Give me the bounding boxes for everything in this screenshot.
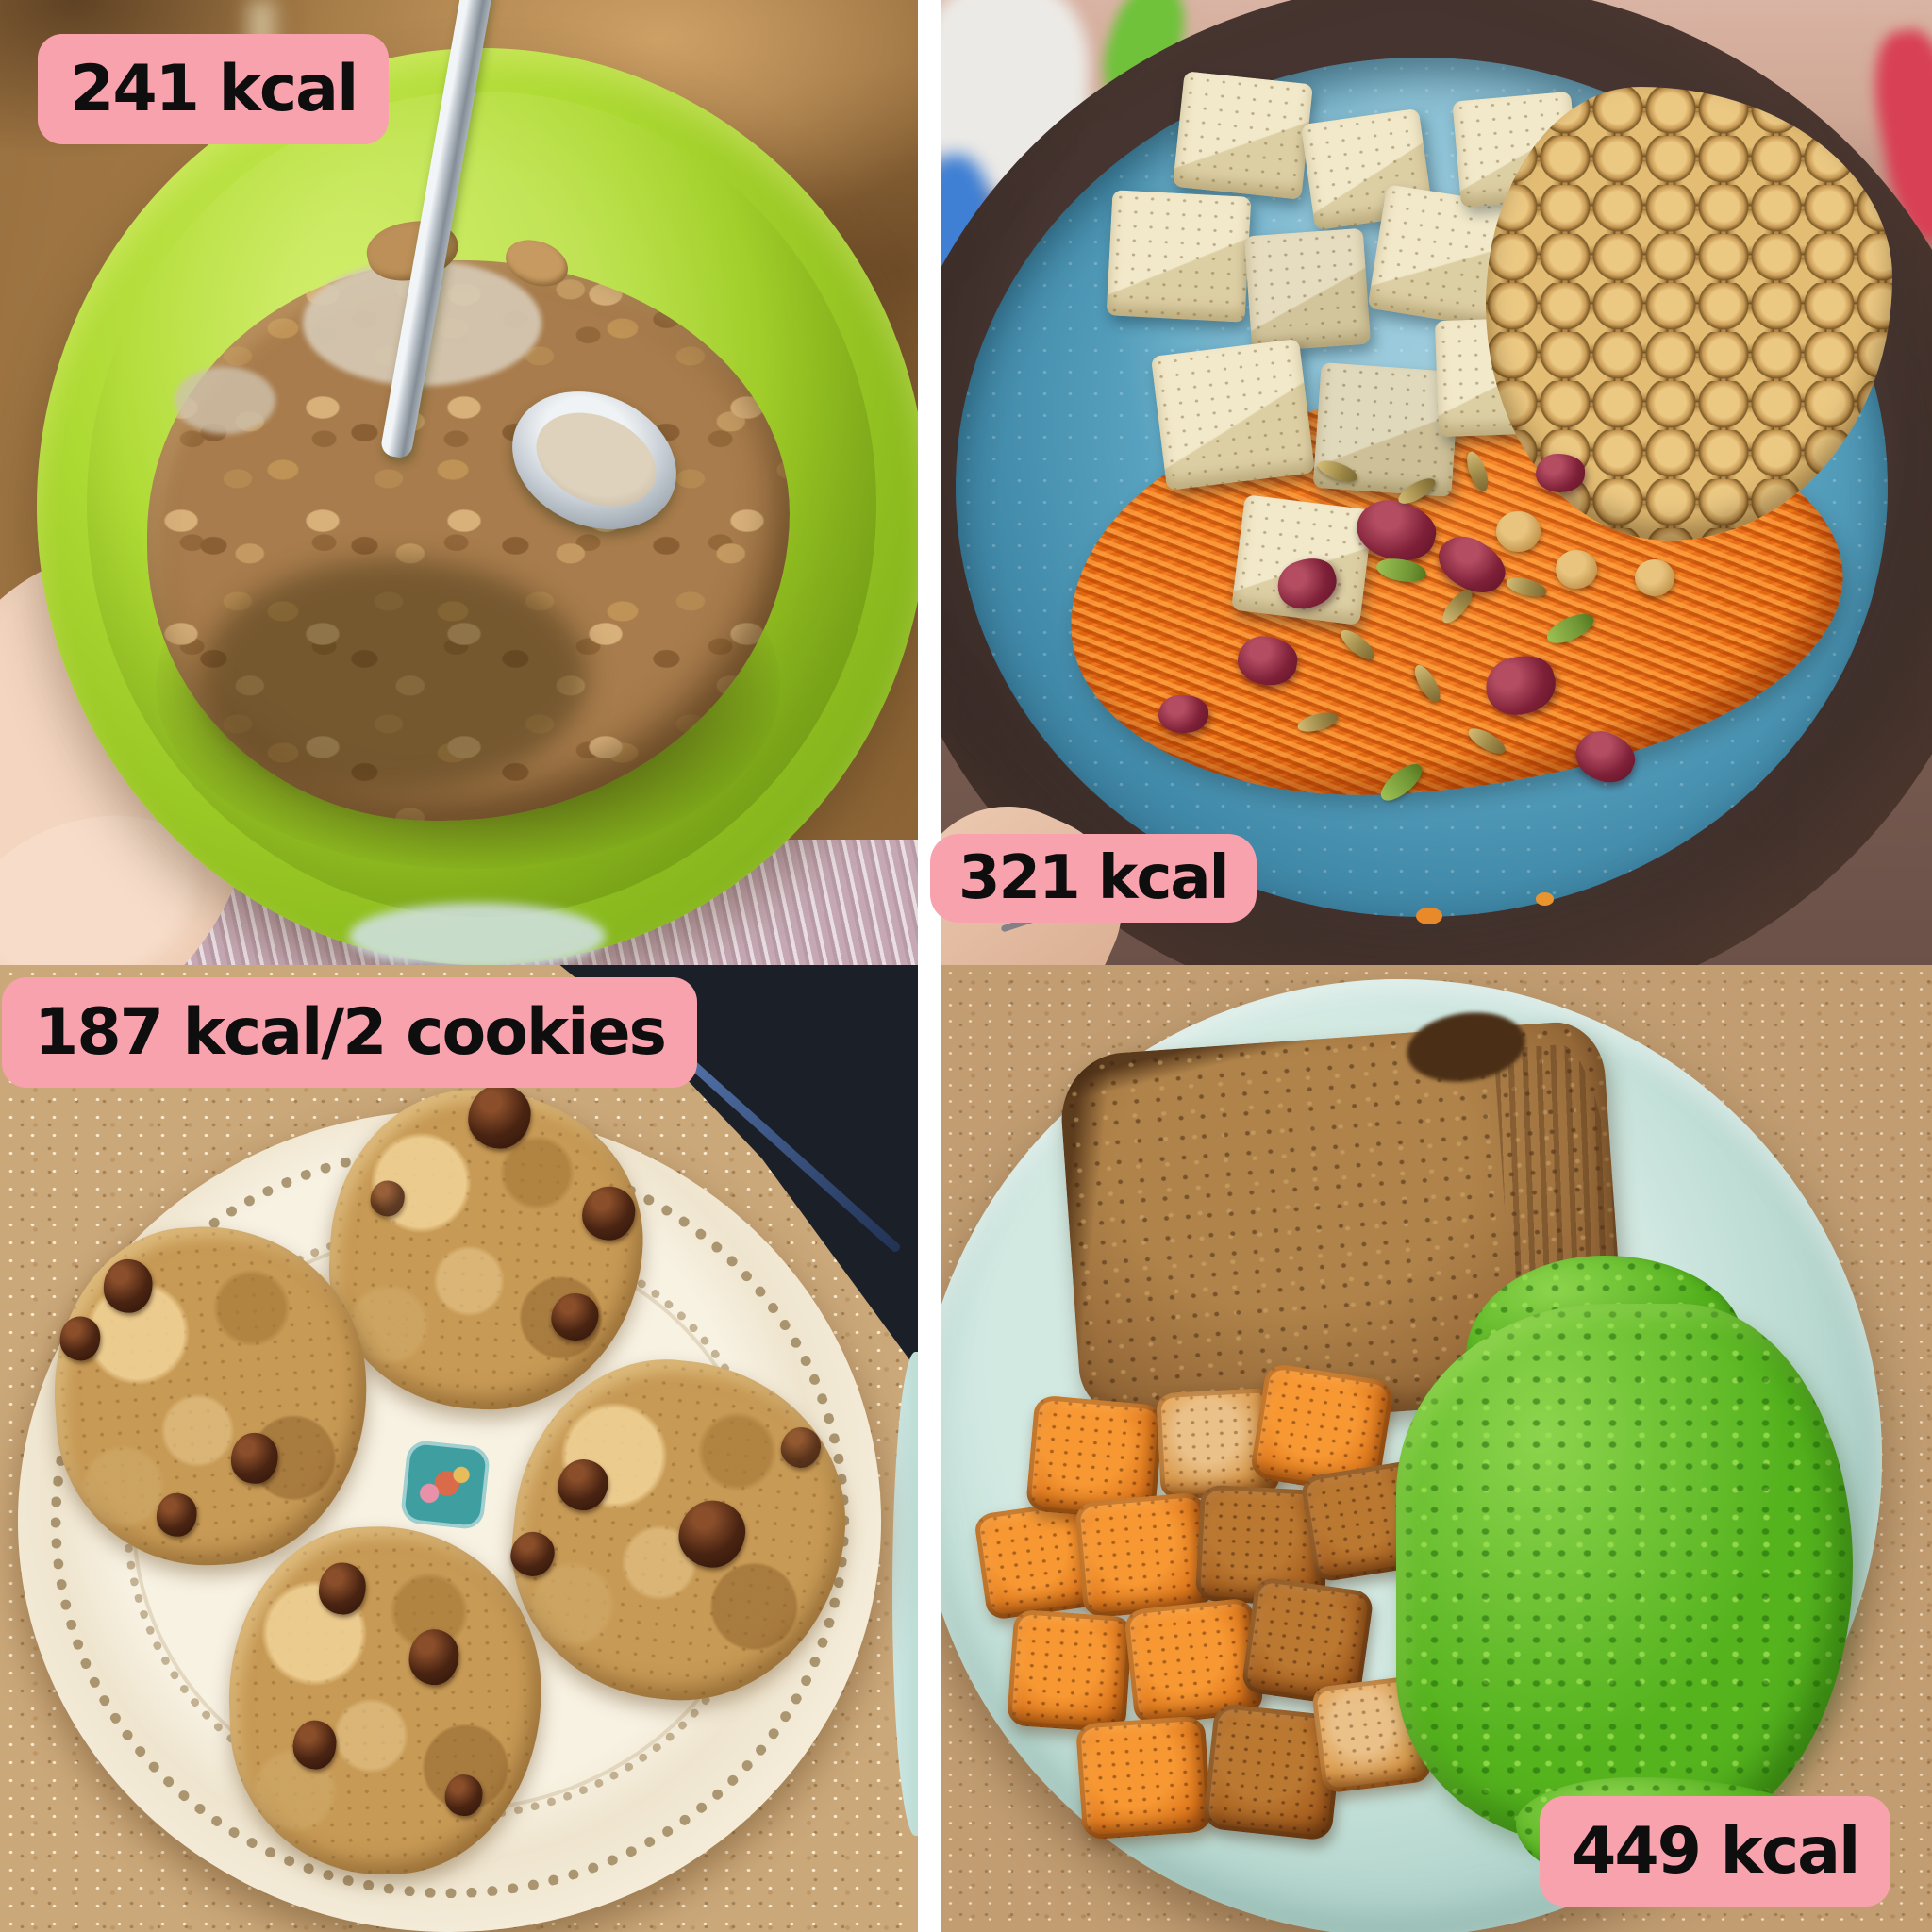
calorie-label-cereal: 241 kcal <box>38 34 390 144</box>
photo-cereal-bowl <box>0 0 918 965</box>
dried-cranberry <box>1535 453 1586 492</box>
bowl-base-reflection <box>348 902 607 965</box>
calorie-label-text: 321 kcal <box>958 843 1229 913</box>
chocolate-chip <box>408 1627 460 1686</box>
blue-bowl-edge <box>891 1352 918 1836</box>
tofu-cube <box>1173 71 1313 200</box>
chocolate-chip <box>508 1530 557 1579</box>
sweet-potato-cube <box>1075 1714 1212 1840</box>
calorie-label-text: 187 kcal/2 cookies <box>34 995 667 1070</box>
chocolate-chip <box>155 1491 199 1539</box>
tofu-cube <box>1106 189 1252 323</box>
sweet-potato-cube <box>1074 1491 1213 1619</box>
chocolate-chip <box>229 1431 280 1486</box>
chocolate-chip <box>369 1180 406 1218</box>
chocolate-chip <box>58 1314 103 1362</box>
chickpea <box>1634 559 1674 597</box>
chocolate-chip <box>318 1561 367 1616</box>
calorie-label-cookies: 187 kcal/2 cookies <box>2 977 698 1088</box>
chocolate-chip <box>101 1257 156 1315</box>
chocolate-chip <box>550 1291 600 1342</box>
chocolate-chip <box>580 1185 637 1242</box>
chocolate-chip <box>443 1773 484 1817</box>
chocolate-chip <box>466 1083 533 1151</box>
calorie-label-text: 241 kcal <box>70 52 358 126</box>
tofu-cube <box>1243 227 1372 352</box>
bran-flakes-cereal <box>146 260 790 821</box>
milk-pool-small <box>174 366 275 435</box>
carrot-crumb <box>1416 907 1442 925</box>
photo-cookies-plate <box>0 965 918 1932</box>
mashed-peas-mound <box>1396 1303 1853 1845</box>
carrot-crumb <box>1535 892 1554 906</box>
calorie-label-dinner: 449 kcal <box>1540 1796 1891 1907</box>
sweet-potato-cube <box>1006 1608 1133 1733</box>
cereal-shadow <box>202 559 588 791</box>
chocolate-chip <box>778 1425 824 1471</box>
photo-dinner-bowl <box>941 965 1932 1932</box>
chocolate-chip <box>675 1496 749 1572</box>
plate-floral-medallion <box>399 1440 491 1531</box>
photo-veggie-bowl <box>941 0 1932 965</box>
chocolate-chip <box>555 1457 610 1513</box>
tofu-cube <box>1151 339 1315 491</box>
calorie-label-text: 449 kcal <box>1572 1814 1860 1889</box>
chickpea <box>1495 511 1541 553</box>
chocolate-chip <box>292 1719 339 1770</box>
chickpea <box>1555 550 1597 590</box>
calorie-label-veggie-bowl: 321 kcal <box>930 834 1257 923</box>
dried-cranberry <box>1158 694 1208 734</box>
